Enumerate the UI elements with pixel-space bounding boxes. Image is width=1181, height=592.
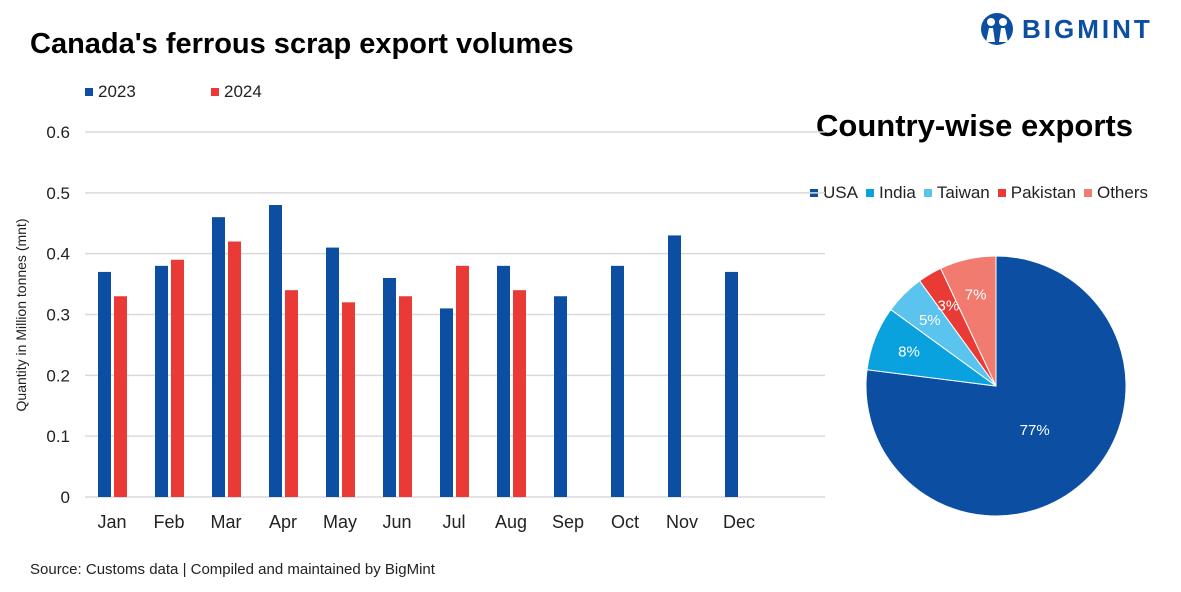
bar-2023-dec [725, 271, 738, 497]
x-tick-label: Mar [211, 512, 242, 532]
x-tick-label: May [323, 512, 357, 532]
bar-2023-jun [383, 278, 396, 497]
legend-2023: 2023 [85, 82, 136, 102]
x-tick-label: Oct [611, 512, 639, 532]
source-note: Source: Customs data | Compiled and main… [30, 561, 435, 578]
legend-swatch [865, 189, 874, 197]
bar-2024-mar [228, 241, 241, 497]
bar-2024-may [342, 302, 355, 497]
legend-swatch-2024 [211, 88, 219, 96]
bar-2023-oct [611, 265, 624, 497]
legend-swatch [1083, 189, 1092, 197]
bar-2023-feb [155, 265, 168, 497]
bar-2023-mar [212, 217, 225, 497]
bar-2023-aug [497, 265, 510, 497]
y-tick-label: 0.4 [46, 245, 70, 264]
bar-2024-feb [171, 259, 184, 497]
pie-data-label: 3% [938, 297, 960, 314]
bigmint-logo: BIGMINT [980, 12, 1153, 46]
pie-data-label: 7% [965, 287, 987, 304]
bar-2023-jan [98, 271, 111, 497]
pie-data-label: 77% [1020, 422, 1050, 439]
bar-2023-apr [269, 205, 282, 497]
bar-2023-nov [668, 235, 681, 497]
legend-swatch-2023 [85, 88, 93, 96]
x-tick-label: Sep [552, 512, 584, 532]
legend-swatch [923, 189, 932, 197]
y-tick-label: 0.6 [46, 123, 70, 142]
x-tick-label: Aug [495, 512, 527, 532]
pie-data-label: 8% [898, 344, 920, 361]
pie-legend-item-india: India [865, 183, 916, 203]
bar-2024-jul [456, 265, 469, 497]
legend-label-2023: 2023 [98, 82, 136, 101]
legend-label: USA [823, 183, 858, 202]
pie-legend-item-others: Others [1083, 183, 1148, 203]
bar-2024-aug [513, 290, 526, 497]
legend-2024: 2024 [211, 82, 262, 102]
logo-text: BIGMINT [1022, 13, 1153, 44]
x-tick-label: Feb [153, 512, 184, 532]
bar-2024-jan [114, 296, 127, 497]
bar-2023-may [326, 247, 339, 497]
pie-legend-item-pakistan: Pakistan [997, 183, 1076, 203]
x-tick-label: Nov [666, 512, 698, 532]
bar-chart-title: Canada's ferrous scrap export volumes [30, 28, 574, 60]
bar-2024-apr [285, 290, 298, 497]
logo-icon [981, 13, 1013, 45]
x-tick-label: Apr [269, 512, 297, 532]
bar-2023-jul [440, 308, 453, 497]
y-tick-label: 0.3 [46, 306, 70, 325]
legend-swatch [997, 189, 1006, 197]
y-tick-label: 0 [61, 488, 70, 507]
x-tick-label: Dec [723, 512, 755, 532]
y-tick-label: 0.5 [46, 184, 70, 203]
y-axis-label: Quantity in Million tonnes (mnt) [13, 219, 29, 412]
pie-slice-others [939, 255, 997, 387]
x-tick-label: Jan [97, 512, 126, 532]
x-tick-label: Jul [442, 512, 465, 532]
legend-label: Pakistan [1010, 183, 1076, 202]
legend-label-2024: 2024 [224, 82, 262, 101]
pie-data-label: 5% [919, 312, 941, 329]
legend-label: India [878, 183, 916, 202]
bar-2024-jun [399, 296, 412, 497]
pie-chart-title: Country-wise exports [816, 108, 1133, 143]
legend-label: Others [1096, 183, 1148, 202]
bar-2023-sep [554, 296, 567, 497]
legend-label: Taiwan [936, 183, 990, 202]
pie-legend-item-taiwan: Taiwan [923, 183, 990, 203]
x-tick-label: Jun [382, 512, 411, 532]
y-tick-label: 0.1 [46, 427, 70, 446]
y-tick-label: 0.2 [46, 366, 70, 385]
